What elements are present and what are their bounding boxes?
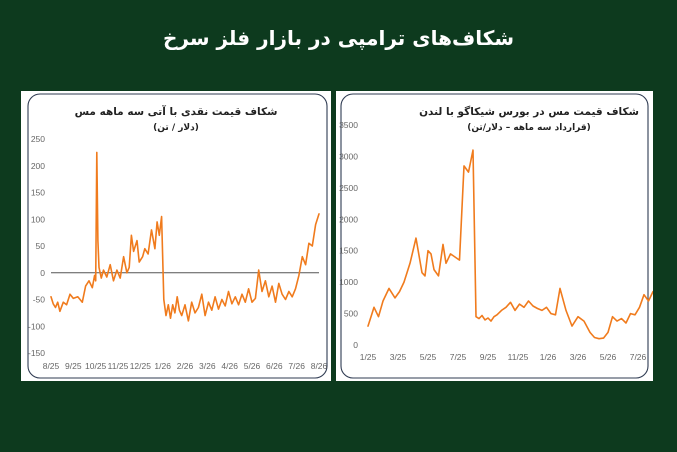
chart-comex-vs-lme: شکاف قیمت مس در بورس شیکاگو با لندن (قرار… — [339, 93, 677, 379]
y-tick-label: 2000 — [339, 214, 358, 224]
panel-left: شکاف قیمت نقدی با آتی سه ماهه مس (دلار / … — [21, 91, 331, 381]
x-tick-label: 8/26 — [311, 361, 328, 371]
y-tick-label: -50 — [33, 295, 46, 305]
x-tick-label: 3/26 — [199, 361, 216, 371]
x-tick-label: 11/25 — [508, 352, 529, 362]
y-tick-label: 1000 — [339, 277, 358, 287]
headline: شکاف‌های ترامپی در بازار فلز سرخ — [162, 26, 515, 50]
x-tick-label: 7/25 — [450, 352, 467, 362]
x-tick-label: 1/26 — [154, 361, 171, 371]
y-tick-label: 500 — [344, 309, 358, 319]
y-tick-label: 1500 — [339, 246, 358, 256]
x-tick-label: 3/26 — [570, 352, 587, 362]
y-tick-label: 150 — [31, 188, 45, 198]
x-tick-label: 10/25 — [85, 361, 107, 371]
y-tick-label: 100 — [31, 214, 45, 224]
x-tick-label: 5/26 — [244, 361, 261, 371]
y-tick-label: 2500 — [339, 183, 358, 193]
y-tick-label: 0 — [353, 340, 358, 350]
chart-title: شکاف قیمت نقدی با آتی سه ماهه مس — [75, 105, 278, 118]
y-tick-label: 3500 — [339, 120, 358, 130]
x-tick-label: 7/26 — [288, 361, 305, 371]
chart-subtitle: (قرارداد سه ماهه – دلار/تن) — [467, 123, 591, 133]
chart-frame — [27, 93, 328, 379]
x-tick-label: 7/26 — [630, 352, 647, 362]
x-tick-label: 5/26 — [600, 352, 617, 362]
x-tick-label: 1/26 — [540, 352, 557, 362]
x-tick-label: 4/26 — [221, 361, 238, 371]
y-tick-label: 250 — [31, 134, 45, 144]
x-tick-label: 5/25 — [420, 352, 437, 362]
x-tick-label: 1/25 — [360, 352, 377, 362]
x-tick-label: 12/25 — [130, 361, 152, 371]
chart-frame — [340, 93, 649, 379]
chart-spot-vs-futures: شکاف قیمت نقدی با آتی سه ماهه مس (دلار / … — [27, 93, 328, 379]
x-tick-label: 6/26 — [266, 361, 283, 371]
panel-right: شکاف قیمت مس در بورس شیکاگو با لندن (قرار… — [336, 91, 677, 381]
y-tick-label: -150 — [28, 348, 45, 358]
chart-subtitle: (دلار / تن) — [153, 123, 199, 133]
x-tick-label: 9/25 — [480, 352, 497, 362]
x-tick-label: 8/25 — [43, 361, 60, 371]
y-tick-label: 200 — [31, 161, 45, 171]
x-tick-label: 11/25 — [108, 361, 129, 371]
series-line — [50, 151, 320, 322]
y-tick-label: -100 — [28, 321, 45, 331]
y-tick-label: 3000 — [339, 151, 358, 161]
x-tick-label: 3/25 — [390, 352, 407, 362]
series-line — [367, 149, 677, 340]
y-tick-label: 50 — [36, 241, 46, 251]
y-tick-label: 0 — [40, 268, 45, 278]
x-tick-label: 9/25 — [65, 361, 82, 371]
x-tick-label: 2/26 — [177, 361, 194, 371]
chart-title: شکاف قیمت مس در بورس شیکاگو با لندن — [419, 105, 639, 118]
